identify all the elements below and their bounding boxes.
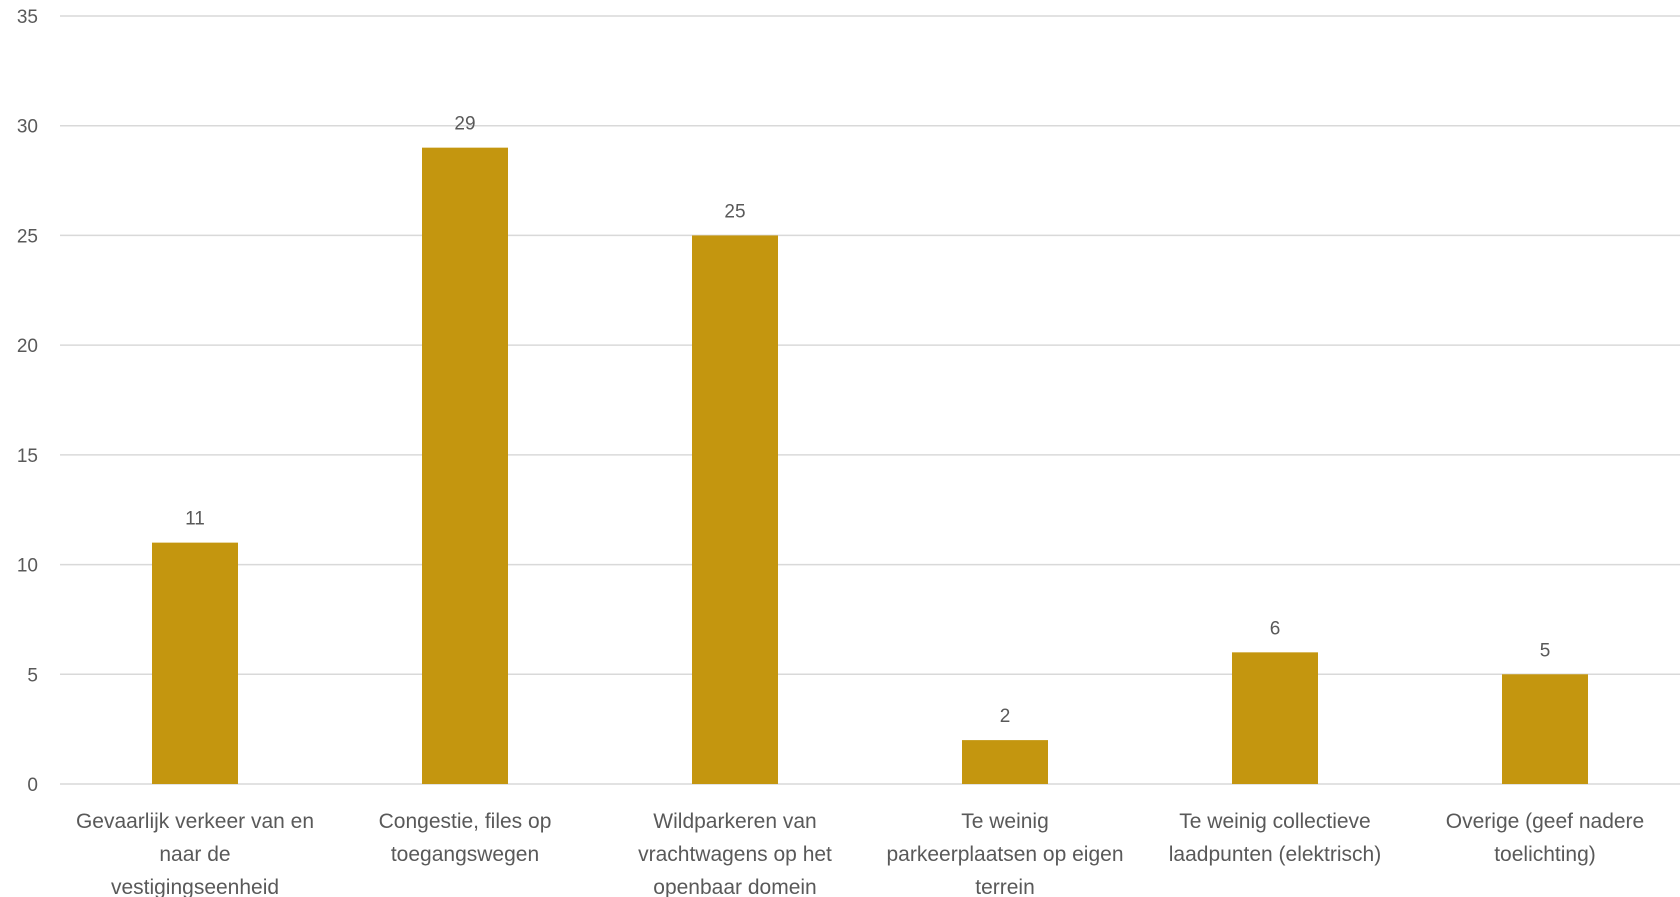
bar-6 <box>1502 674 1588 784</box>
category-label-5: Te weinig collectieve laadpunten (elektri… <box>1169 810 1381 866</box>
bar-2 <box>422 147 508 784</box>
data-label-2: 29 <box>454 114 475 135</box>
data-label-6: 5 <box>1540 640 1551 661</box>
bar-4 <box>962 740 1048 784</box>
y-tick-label: 20 <box>17 336 38 357</box>
category-label-3: Wildparkeren van vrachtwagens op het openb… <box>638 810 832 897</box>
x-axis-category-labels: Gevaarlijk verkeer van en naar de vestigin… <box>76 810 1644 897</box>
y-tick-label: 15 <box>17 446 38 467</box>
data-labels: 11 29 25 2 6 5 <box>185 114 1550 727</box>
bar-1 <box>152 542 238 784</box>
y-tick-label: 10 <box>17 556 38 577</box>
category-label-4: Te weinig parkeerplaatsen op eigen terrein <box>886 810 1123 897</box>
y-tick-label: 30 <box>17 117 38 138</box>
y-tick-label: 5 <box>27 665 38 686</box>
data-label-4: 2 <box>1000 706 1011 727</box>
y-tick-label: 25 <box>17 226 38 247</box>
y-axis-tick-labels: 0 5 10 15 20 25 30 35 <box>17 7 38 796</box>
data-label-5: 6 <box>1270 618 1281 639</box>
bar-3 <box>692 235 778 784</box>
bars <box>152 147 1588 784</box>
data-label-1: 11 <box>185 509 205 530</box>
y-tick-label: 35 <box>17 7 38 28</box>
gridlines <box>60 15 1680 785</box>
category-label-1: Gevaarlijk verkeer van en naar de vestigin… <box>76 810 314 897</box>
y-tick-label: 0 <box>27 775 38 796</box>
bar-5 <box>1232 652 1318 784</box>
data-label-3: 25 <box>724 201 745 222</box>
category-label-2: Congestie, files op toegangswegen <box>379 810 552 866</box>
category-label-6: Overige (geef nadere toelichting) <box>1446 810 1644 866</box>
